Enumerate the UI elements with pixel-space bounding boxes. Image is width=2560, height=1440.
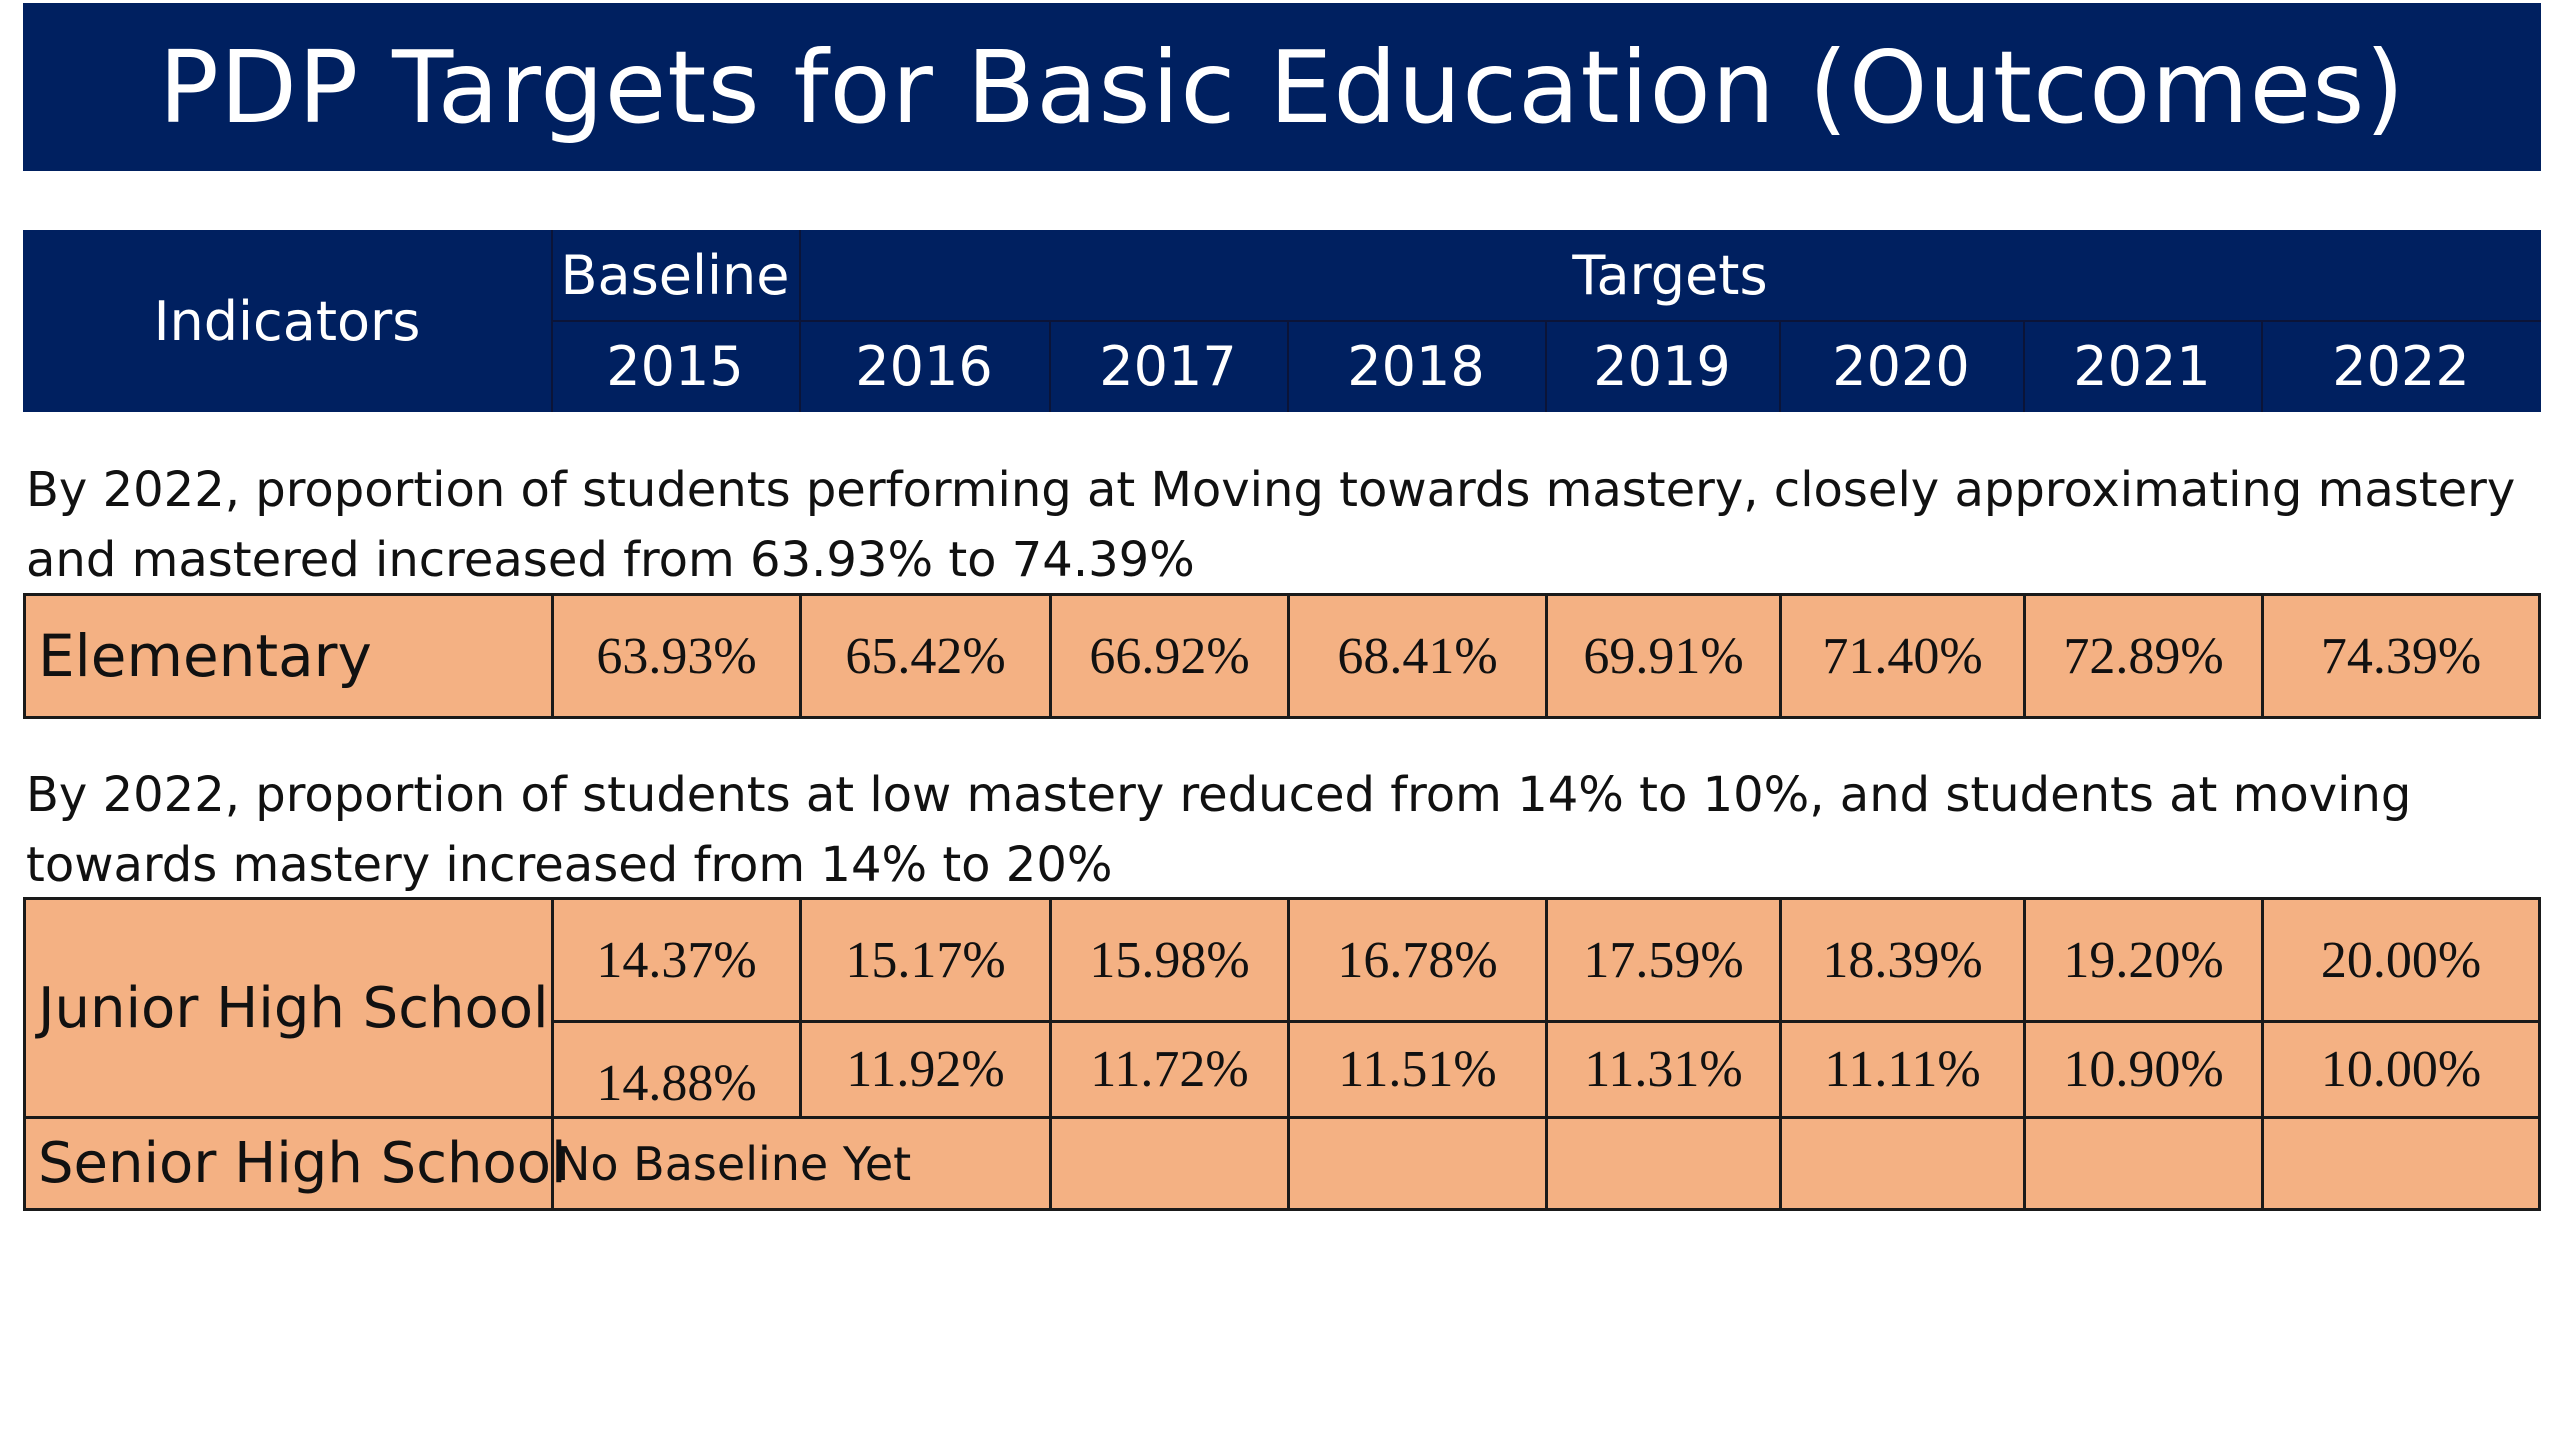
section2-description-line2: towards mastery increased from 14% to 20… xyxy=(26,837,1113,893)
header-vline xyxy=(2023,320,2025,412)
elementary-value-2019: 69.91% xyxy=(1583,627,1744,685)
section2-description: By 2022, proportion of students at low m… xyxy=(26,760,2526,900)
column-divider xyxy=(1779,596,1782,716)
header-vline xyxy=(1545,320,1547,412)
jhs-row1-value-2021: 19.20% xyxy=(2063,931,2224,989)
year-header-2016: 2016 xyxy=(855,334,993,398)
elementary-value-2022: 74.39% xyxy=(2320,627,2482,685)
column-divider xyxy=(1545,900,1548,1208)
year-header-2017: 2017 xyxy=(1099,334,1237,398)
header-vline xyxy=(551,230,553,412)
column-divider xyxy=(1779,900,1782,1208)
column-divider xyxy=(551,900,554,1208)
elementary-value-2021: 72.89% xyxy=(2063,627,2224,685)
jhs-shs-table: Junior High School 14.37% 15.17% 15.98% … xyxy=(23,897,2541,1211)
year-header-2020: 2020 xyxy=(1832,334,1970,398)
column-divider xyxy=(1049,596,1052,716)
column-divider xyxy=(1287,900,1290,1208)
section1-description-line2: and mastered increased from 63.93% to 74… xyxy=(26,532,1195,588)
elementary-value-2020: 71.40% xyxy=(1822,627,1983,685)
elementary-value-2018: 68.41% xyxy=(1337,627,1498,685)
row-divider xyxy=(26,1116,2538,1119)
elementary-value-2016: 65.42% xyxy=(845,627,1006,685)
section1-description: By 2022, proportion of students performi… xyxy=(26,455,2526,595)
jhs-row2-value-2021: 10.90% xyxy=(2063,1041,2224,1098)
elementary-label: Elementary xyxy=(38,622,372,690)
year-header-2019: 2019 xyxy=(1593,334,1731,398)
page-title: PDP Targets for Basic Education (Outcome… xyxy=(23,3,2541,171)
jhs-row2-value-2015: 14.88% xyxy=(596,1054,757,1112)
jhs-row1-value-2016: 15.17% xyxy=(845,931,1006,989)
jhs-row2-value-2019: 11.31% xyxy=(1584,1041,1743,1098)
elementary-table: Elementary 63.93% 65.42% 66.92% 68.41% 6… xyxy=(23,593,2541,719)
jhs-row1-value-2017: 15.98% xyxy=(1089,931,1250,989)
header-vline xyxy=(1287,320,1289,412)
column-divider xyxy=(2261,900,2264,1208)
jhs-row2-value-2017: 11.72% xyxy=(1090,1041,1249,1098)
jhs-row2-value-2020: 11.11% xyxy=(1824,1041,1981,1098)
column-divider xyxy=(1545,596,1548,716)
year-header-2018: 2018 xyxy=(1347,334,1485,398)
header-vline xyxy=(1779,320,1781,412)
column-divider xyxy=(1049,900,1052,1208)
shs-baseline-note: No Baseline Yet xyxy=(556,1136,912,1191)
header-vline xyxy=(1049,320,1051,412)
column-divider xyxy=(1287,596,1290,716)
jhs-row1-value-2019: 17.59% xyxy=(1583,931,1744,989)
header-vline xyxy=(799,230,801,412)
elementary-value-2017: 66.92% xyxy=(1089,627,1250,685)
column-divider xyxy=(2023,900,2026,1208)
jhs-label: Junior High School xyxy=(38,975,549,1041)
table-header: Indicators Baseline Targets 2015 2016 20… xyxy=(23,230,2541,412)
header-vline xyxy=(2261,320,2263,412)
jhs-row1-value-2020: 18.39% xyxy=(1822,931,1983,989)
year-header-2015: 2015 xyxy=(606,334,744,398)
elementary-value-2015: 63.93% xyxy=(596,627,757,685)
row-divider xyxy=(551,1020,2538,1023)
baseline-header: Baseline xyxy=(560,243,790,307)
jhs-row2-value-2018: 11.51% xyxy=(1338,1041,1497,1098)
section1-description-line1: By 2022, proportion of students performi… xyxy=(26,462,2516,518)
jhs-row1-value-2015: 14.37% xyxy=(596,931,757,989)
year-header-2022: 2022 xyxy=(2332,334,2470,398)
column-divider xyxy=(551,596,554,716)
indicators-header: Indicators xyxy=(153,289,421,353)
targets-header: Targets xyxy=(1572,243,1768,307)
year-header-2021: 2021 xyxy=(2073,334,2211,398)
section2-description-line1: By 2022, proportion of students at low m… xyxy=(26,767,2412,823)
column-divider xyxy=(799,900,802,1119)
jhs-row1-value-2018: 16.78% xyxy=(1337,931,1498,989)
column-divider xyxy=(2261,596,2264,716)
column-divider xyxy=(2023,596,2026,716)
column-divider xyxy=(799,596,802,716)
shs-label: Senior High School xyxy=(38,1131,567,1196)
jhs-row2-value-2016: 11.92% xyxy=(846,1041,1005,1098)
jhs-row1-value-2022: 20.00% xyxy=(2320,931,2482,989)
jhs-row2-value-2022: 10.00% xyxy=(2320,1041,2482,1098)
